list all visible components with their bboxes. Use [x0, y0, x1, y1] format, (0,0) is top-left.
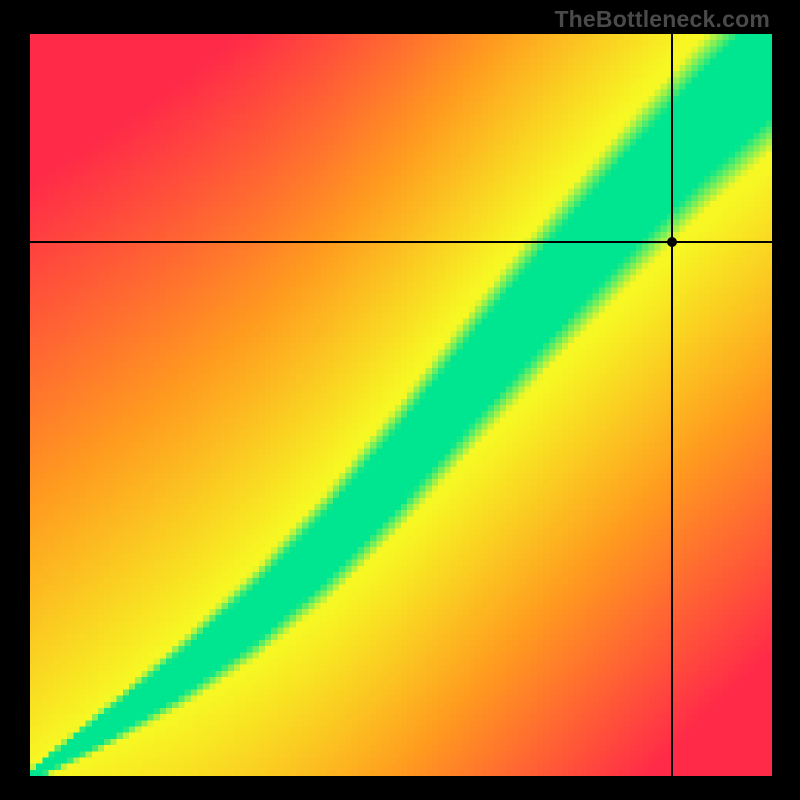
watermark-text: TheBottleneck.com: [554, 6, 770, 33]
crosshair-horizontal: [30, 241, 772, 243]
crosshair-vertical: [671, 34, 673, 776]
bottleneck-heatmap: [30, 34, 772, 776]
crosshair-marker: [667, 237, 677, 247]
